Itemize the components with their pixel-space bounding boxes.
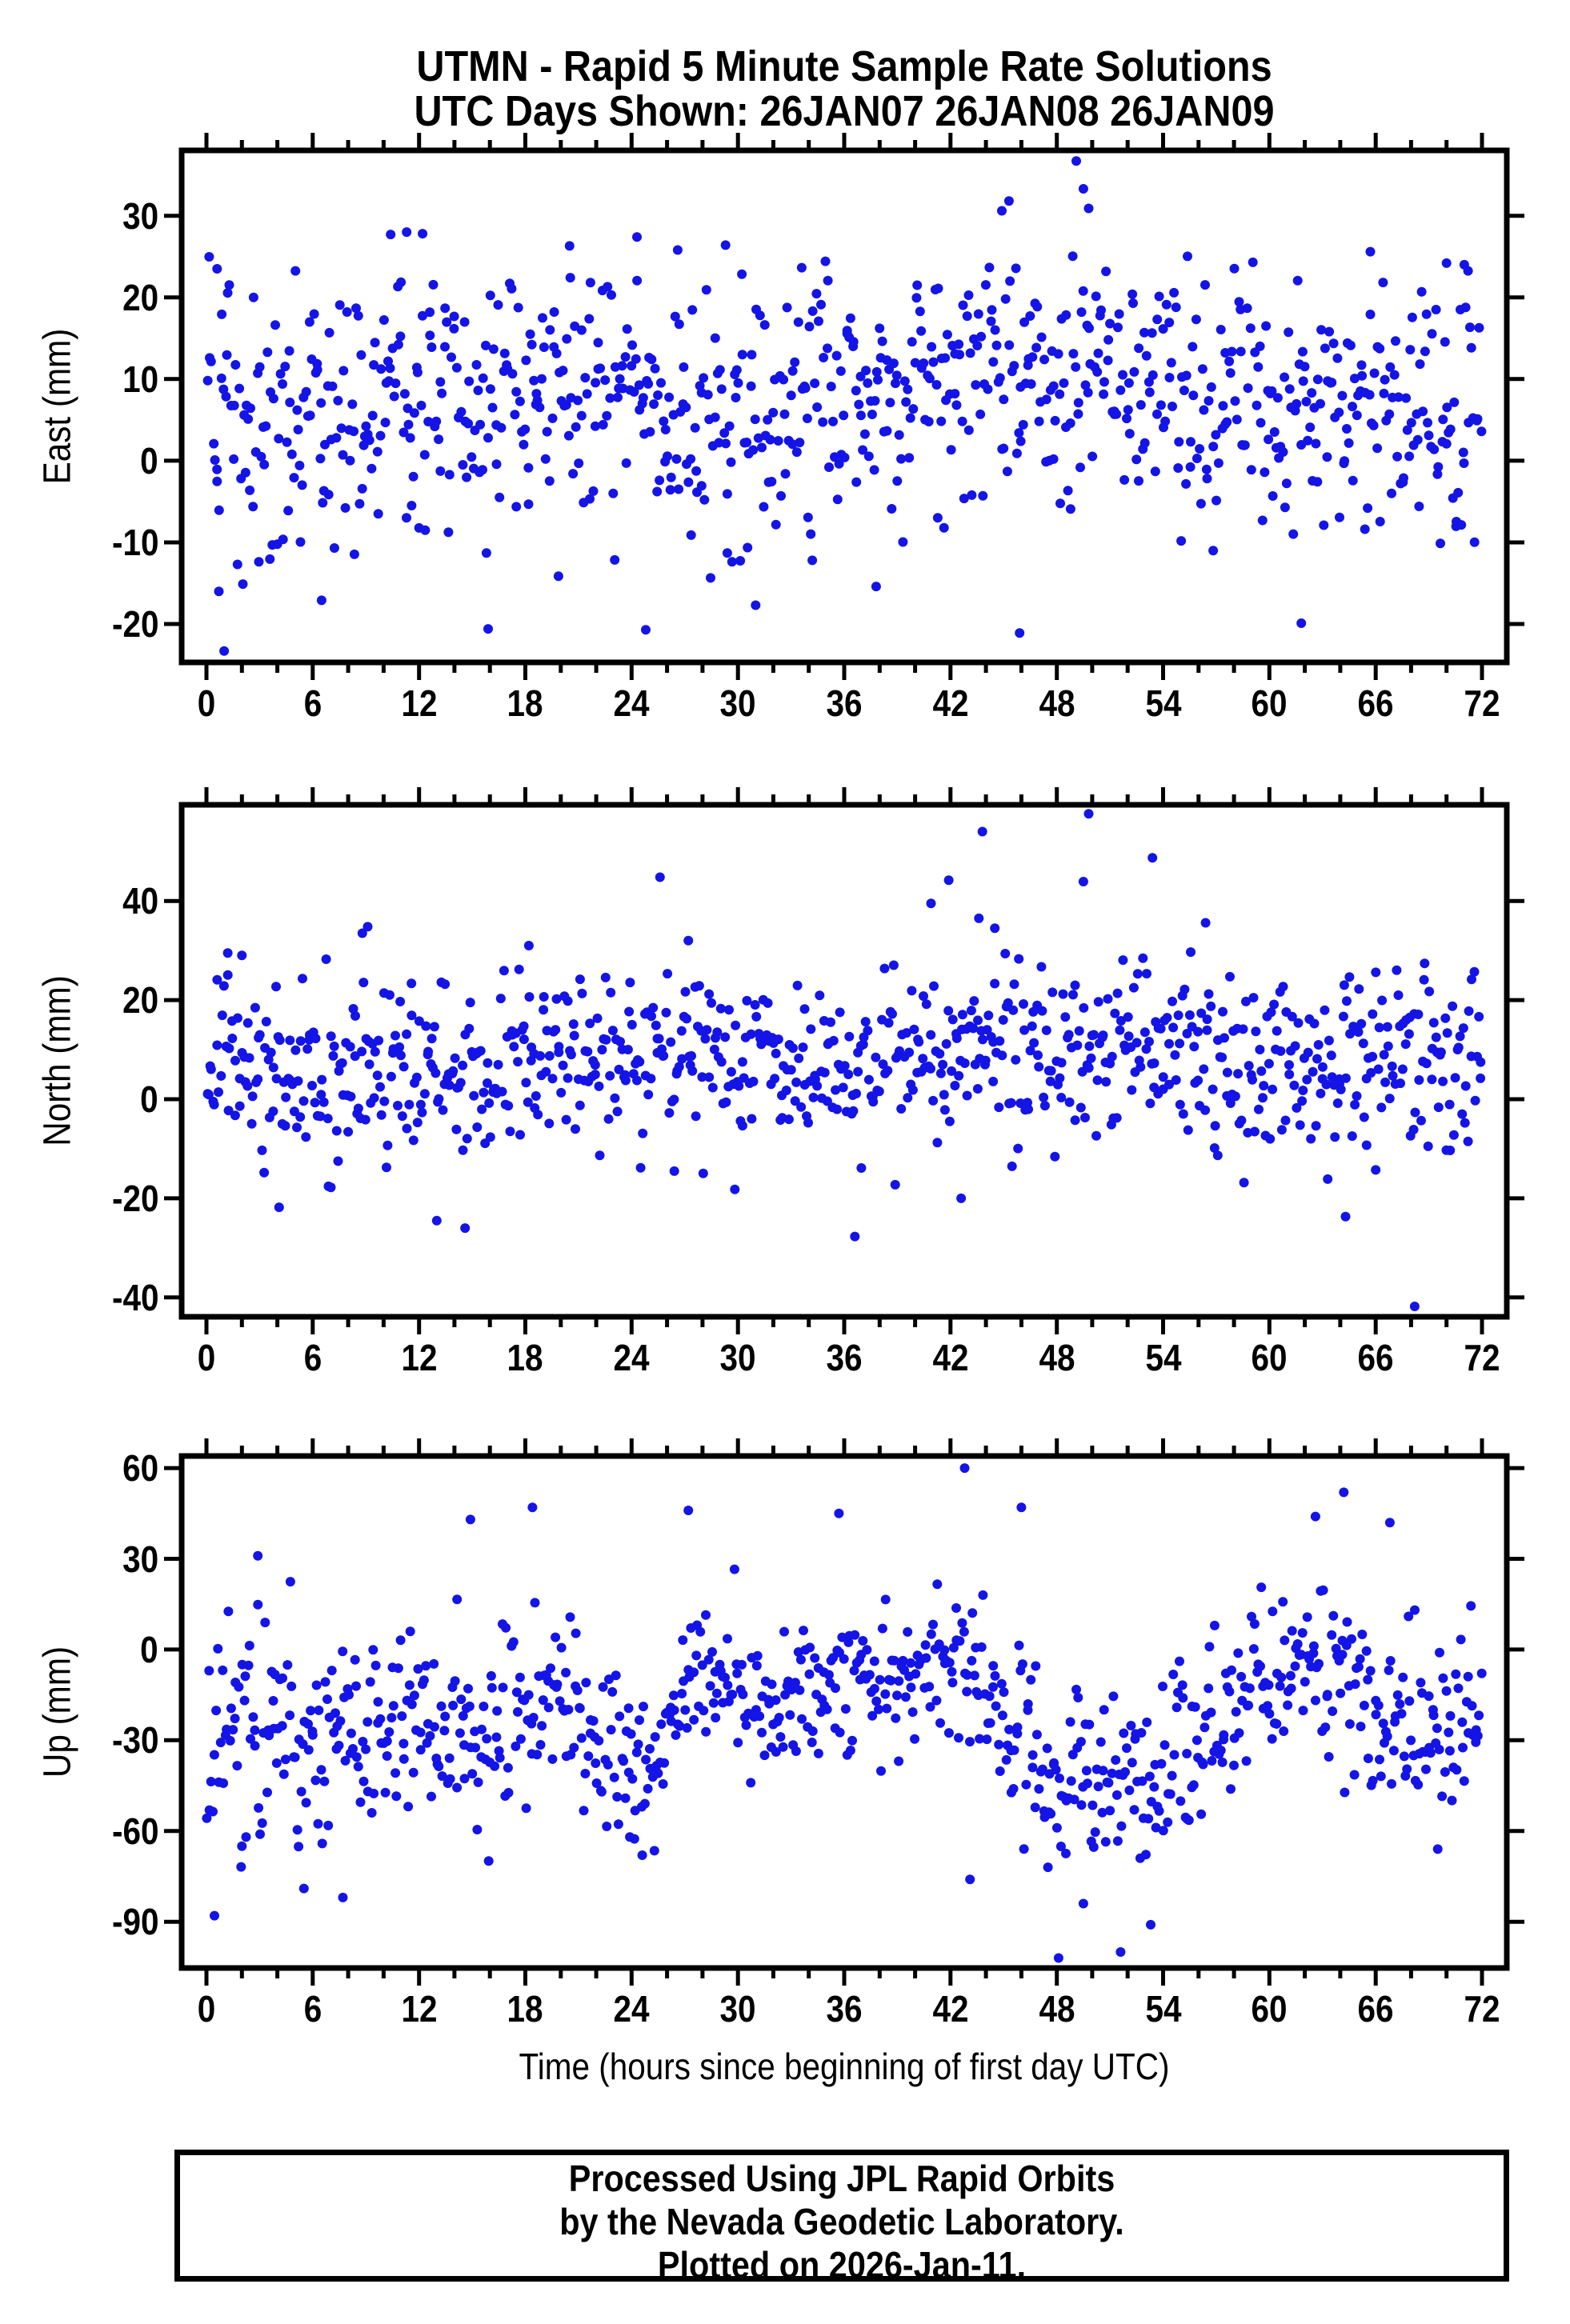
north-xtick-label: 18	[507, 1337, 543, 1378]
up-xtick-label: 66	[1357, 1988, 1394, 2030]
up-points	[202, 1463, 1487, 1963]
east-panel-frame	[178, 147, 1510, 666]
north-xtick-label: 42	[932, 1337, 969, 1378]
up-ytick-label: -90	[111, 1901, 158, 1943]
east-xtick-label: 54	[1144, 682, 1182, 724]
north-xtick-label: 72	[1464, 1337, 1500, 1378]
east-xtick-label: 6	[303, 682, 322, 724]
north-ytick-label: 20	[122, 979, 158, 1022]
up-xtick-label: 6	[303, 1988, 322, 2030]
footer-line-2: by the Nevada Geodetic Laboratory.	[559, 2201, 1124, 2242]
north-xtick-label: 36	[826, 1337, 863, 1378]
footer-line-1: Processed Using JPL Rapid Orbits	[568, 2158, 1115, 2199]
up-ytick-label: 30	[122, 1538, 158, 1580]
east-points	[202, 156, 1487, 656]
north-xtick-label: 30	[719, 1337, 756, 1378]
east-xtick-label: 18	[507, 682, 543, 724]
north-xtick-label: 12	[401, 1337, 438, 1378]
up-xtick-label: 60	[1251, 1988, 1288, 2030]
up-axis-title: Up (mm)	[36, 1646, 79, 1778]
up-xtick-label: 24	[613, 1988, 650, 2030]
up-ytick-label: 60	[122, 1447, 158, 1490]
east-xtick-label: 48	[1039, 682, 1075, 724]
figure-title-line2: UTC Days Shown: 26JAN07 26JAN08 26JAN09	[414, 87, 1275, 135]
north-xtick-label: 24	[613, 1337, 650, 1378]
north-ytick-label: -20	[111, 1177, 158, 1219]
up-xtick-label: 72	[1464, 1988, 1500, 2030]
east-ytick-label: 10	[122, 358, 158, 400]
up-xtick-label: 42	[932, 1988, 969, 2030]
north-ytick-label: 0	[140, 1078, 158, 1120]
east-ytick-label: 30	[122, 194, 158, 237]
north-xtick-label: 48	[1039, 1337, 1075, 1378]
up-ytick-label: -30	[111, 1719, 158, 1762]
north-xtick-label: 6	[303, 1337, 322, 1378]
figure-title-line1: UTMN - Rapid 5 Minute Sample Rate Soluti…	[416, 42, 1272, 90]
east-xtick-label: 66	[1357, 682, 1394, 724]
east-xtick-label: 12	[401, 682, 438, 724]
up-ytick-label: 0	[140, 1628, 158, 1670]
north-panel-frame	[178, 802, 1510, 1320]
north-points	[202, 809, 1486, 1311]
north-ytick-label: -40	[111, 1276, 158, 1318]
up-xtick-label: 36	[826, 1988, 863, 2030]
east-axis-title: East (mm)	[36, 328, 79, 485]
up-xtick-label: 12	[401, 1988, 438, 2030]
east-ytick-label: 20	[122, 276, 158, 318]
north-xtick-label: 54	[1144, 1337, 1182, 1378]
north-xtick-label: 0	[197, 1337, 216, 1378]
east-xtick-label: 0	[197, 682, 216, 724]
east-ytick-label: -20	[111, 603, 158, 646]
up-xtick-label: 0	[197, 1988, 216, 2030]
up-xtick-label: 54	[1144, 1988, 1182, 2030]
north-tick-marks	[164, 787, 1524, 1334]
x-axis-title: Time (hours since beginning of first day…	[519, 2046, 1170, 2087]
east-ytick-label: -10	[111, 521, 158, 563]
north-ytick-label: 40	[122, 880, 158, 922]
footer-box: Processed Using JPL Rapid Orbits by the …	[174, 2150, 1509, 2286]
east-xtick-label: 30	[719, 682, 756, 724]
east-xtick-label: 72	[1464, 682, 1500, 724]
north-xtick-label: 60	[1251, 1337, 1288, 1378]
north-xtick-label: 66	[1357, 1337, 1394, 1378]
up-xtick-label: 18	[507, 1988, 543, 2030]
east-xtick-label: 36	[826, 682, 863, 724]
north-axis-title: North (mm)	[36, 975, 79, 1146]
east-ytick-label: 0	[140, 439, 158, 482]
up-xtick-label: 48	[1039, 1988, 1075, 2030]
east-xtick-label: 24	[613, 682, 650, 724]
up-ytick-label: -60	[111, 1810, 158, 1852]
up-panel-frame	[178, 1453, 1510, 1971]
footer-line-3: Plotted on 2026-Jan-11.	[657, 2244, 1027, 2286]
east-xtick-label: 60	[1251, 682, 1288, 724]
up-xtick-label: 30	[719, 1988, 756, 2030]
east-xtick-label: 42	[932, 682, 969, 724]
